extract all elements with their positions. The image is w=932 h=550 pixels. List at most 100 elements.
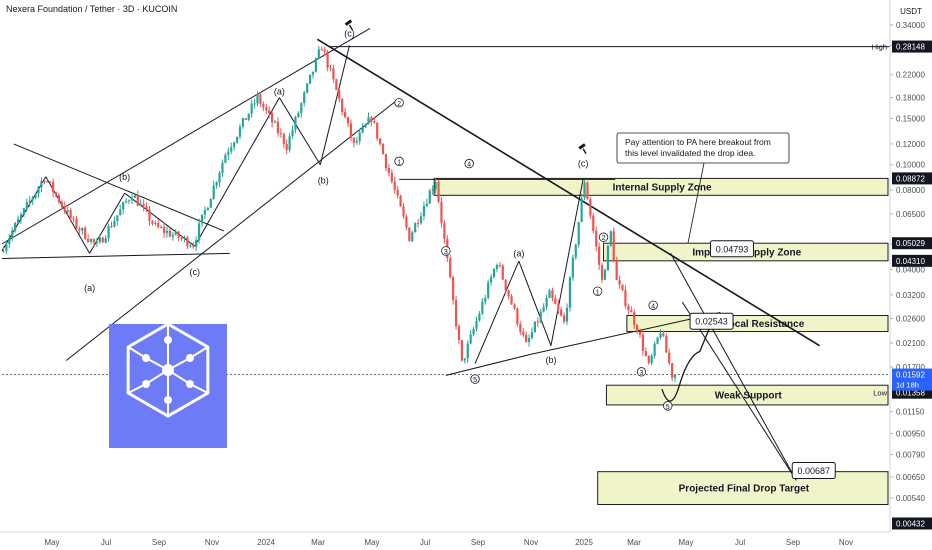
candle-body	[475, 320, 478, 329]
candle-body	[300, 103, 303, 114]
zone-label: Local Resistance	[723, 319, 805, 330]
candle-body	[498, 265, 501, 267]
zone-box[interactable]	[433, 177, 889, 196]
candle-body	[151, 221, 154, 224]
candle-body	[653, 343, 656, 356]
target-box[interactable]	[689, 312, 734, 330]
candle-body	[592, 215, 595, 231]
candle-body	[192, 245, 195, 247]
candle-body	[551, 290, 554, 299]
candle-body	[671, 363, 674, 378]
price-tag[interactable]	[892, 40, 932, 53]
candle-body	[437, 181, 440, 202]
time-tick-label: May	[44, 538, 59, 547]
candle-body	[34, 193, 37, 198]
candle-body	[306, 83, 309, 93]
candle-body	[417, 222, 420, 224]
candle-body	[154, 223, 157, 225]
candle-body	[145, 206, 148, 210]
price-tick-label: 0.02100	[896, 339, 925, 348]
candle-body	[49, 181, 52, 183]
target-box[interactable]	[709, 240, 754, 258]
wave-line[interactable]	[194, 97, 280, 247]
candle-body	[247, 113, 250, 120]
current-price-tag[interactable]	[892, 368, 932, 391]
wedge-lower-line[interactable]	[445, 353, 531, 376]
candle-body	[101, 237, 104, 243]
wave-label: 1	[397, 159, 401, 166]
wave-circle	[636, 367, 647, 377]
wave-line[interactable]	[278, 97, 321, 165]
price-axis[interactable]	[890, 0, 932, 550]
candle-body	[355, 141, 358, 143]
zone-label: Projected Final Drop Target	[679, 484, 810, 495]
candle-body	[326, 51, 329, 68]
candle-body	[577, 222, 580, 245]
time-tick-label: Nov	[839, 538, 853, 547]
candle-body	[46, 181, 49, 183]
triangle-lower-line[interactable]	[1, 252, 230, 259]
wave-line[interactable]	[518, 260, 552, 346]
zone-box[interactable]	[605, 384, 889, 406]
candle-body	[452, 277, 455, 301]
price-tag-value: 0.08872	[896, 174, 925, 183]
candle-body	[536, 321, 539, 323]
candle-body	[320, 49, 323, 51]
candle-body	[250, 103, 253, 114]
wave-line[interactable]	[124, 192, 196, 247]
candle-body	[341, 99, 344, 112]
candle-body	[60, 202, 63, 207]
time-tick-label: 2024	[257, 538, 275, 547]
wave-label: (a)	[513, 248, 524, 258]
wave-line[interactable]	[550, 179, 584, 346]
callout-note[interactable]: Pay attention to PA here breakout fromth…	[616, 132, 790, 244]
price-tag[interactable]	[892, 237, 932, 250]
candle-body	[195, 240, 198, 247]
price-tag[interactable]	[892, 254, 932, 267]
time-tick-label: Jul	[101, 538, 111, 547]
candle-body	[484, 297, 487, 302]
candle-body	[533, 321, 536, 333]
candle-body	[563, 315, 566, 322]
triangle-upper-line[interactable]	[13, 143, 225, 232]
candle-body	[603, 269, 607, 280]
candle-body	[627, 306, 630, 311]
candle-body	[52, 181, 55, 193]
hammer-handle	[582, 148, 587, 155]
wave-circle	[394, 156, 404, 167]
candle-body	[98, 237, 101, 243]
candle-body	[279, 132, 282, 134]
candle-body	[586, 182, 589, 200]
wave-line[interactable]	[89, 192, 126, 254]
target-box[interactable]	[791, 462, 836, 480]
channel-lower-line[interactable]	[65, 100, 397, 361]
candle-body	[402, 206, 405, 217]
candle-body	[63, 206, 66, 212]
price-tick-label: 0.08000	[896, 186, 925, 195]
main-downtrend-line[interactable]	[316, 38, 821, 347]
projection-line[interactable]	[670, 253, 797, 481]
target-value: 0.02543	[695, 317, 728, 327]
candle-body	[376, 122, 379, 139]
projection-line[interactable]	[681, 301, 797, 481]
candle-body	[104, 238, 107, 243]
price-tag[interactable]	[892, 172, 932, 185]
time-axis[interactable]	[0, 532, 890, 550]
candle-body	[636, 325, 639, 332]
candle-body	[408, 227, 411, 242]
candle-body	[662, 333, 665, 337]
wave-line[interactable]	[474, 260, 520, 364]
projected-path[interactable]	[661, 322, 713, 402]
price-tag[interactable]	[892, 517, 932, 530]
wedge-upper-line[interactable]	[530, 312, 721, 355]
wave-line[interactable]	[319, 45, 350, 165]
hammer-head	[344, 19, 353, 26]
candle-body	[414, 222, 417, 233]
candle-body	[390, 172, 393, 182]
candle-body	[37, 187, 40, 194]
candle-body	[379, 138, 382, 145]
zone-box[interactable]	[597, 471, 889, 506]
price-tick-label: 0.22000	[896, 71, 925, 80]
candle-body	[574, 244, 577, 258]
